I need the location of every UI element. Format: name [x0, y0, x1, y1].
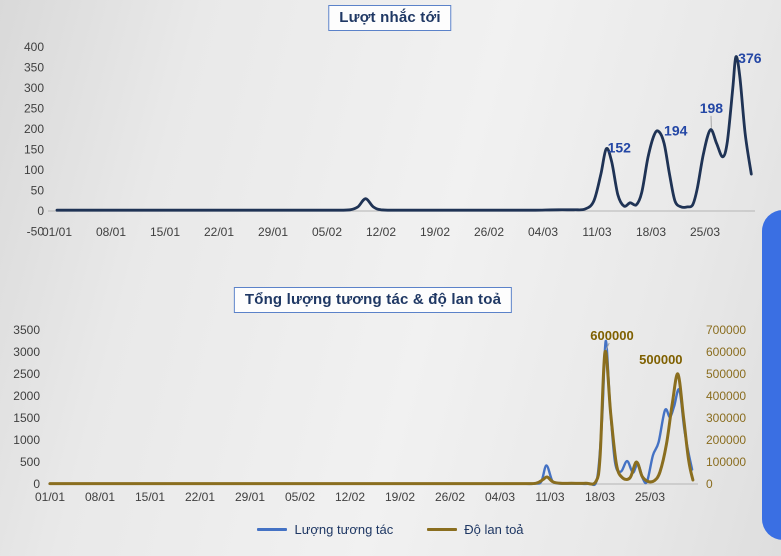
y-axis-tick-label: 1000	[13, 433, 40, 447]
x-axis-tick-label: 05/02	[285, 490, 315, 504]
data-label: 500000	[639, 352, 682, 367]
x-axis-tick-label: 25/03	[690, 225, 720, 239]
x-axis-tick-label: 22/01	[185, 490, 215, 504]
right-y-axis-tick-label: 100000	[706, 455, 746, 469]
x-axis-tick-label: 19/02	[420, 225, 450, 239]
y-axis-tick-label: 50	[31, 184, 45, 198]
right-y-axis-tick-label: 0	[706, 477, 713, 491]
mentions-chart-title-box: Lượt nhắc tới	[328, 5, 452, 31]
data-label: 152	[608, 140, 632, 156]
x-axis-tick-label: 08/01	[85, 490, 115, 504]
data-label: 600000	[590, 328, 633, 343]
x-axis-tick-label: 18/03	[585, 490, 615, 504]
y-axis-tick-label: 500	[20, 455, 40, 469]
data-label: 376	[738, 50, 762, 66]
y-axis-tick-label: 300	[24, 81, 44, 95]
blue-pill-decoration	[762, 210, 781, 540]
y-axis-tick-label: 2500	[13, 367, 40, 381]
right-y-axis-tick-label: 300000	[706, 411, 746, 425]
y-axis-tick-label: 2000	[13, 389, 40, 403]
series-line	[55, 55, 753, 212]
right-y-axis-tick-label: 200000	[706, 433, 746, 447]
right-y-axis-tick-label: 500000	[706, 367, 746, 381]
y-axis-tick-label: 0	[33, 477, 40, 491]
data-label: 198	[700, 100, 724, 116]
legend-swatch-interactions	[257, 528, 288, 531]
x-axis-tick-label: 11/03	[535, 490, 564, 504]
y-axis-tick-label: 350	[24, 61, 44, 75]
legend-swatch-reach	[427, 528, 458, 531]
x-axis-tick-label: 08/01	[96, 225, 126, 239]
right-y-axis-tick-label: 700000	[706, 323, 746, 337]
x-axis-tick-label: 25/03	[635, 490, 665, 504]
legend-item-interactions: Lượng tương tác	[257, 522, 393, 537]
right-y-axis-tick-label: 400000	[706, 389, 746, 403]
x-axis-tick-label: 15/01	[135, 490, 165, 504]
legend-label-interactions: Lượng tương tác	[294, 522, 394, 537]
y-axis-tick-label: -50	[27, 225, 45, 239]
x-axis-tick-label: 19/02	[385, 490, 415, 504]
y-axis-tick-label: 200	[24, 122, 44, 136]
x-axis-tick-label: 12/02	[366, 225, 396, 239]
x-axis-tick-label: 18/03	[636, 225, 666, 239]
x-axis-tick-label: 29/01	[258, 225, 288, 239]
legend-item-reach: Độ lan toả	[427, 522, 524, 537]
x-axis-tick-label: 01/01	[42, 225, 72, 239]
legend-label-reach: Độ lan toả	[464, 522, 524, 537]
y-axis-tick-label: 1500	[13, 411, 40, 425]
y-axis-tick-label: 250	[24, 102, 44, 116]
x-axis-tick-label: 22/01	[204, 225, 234, 239]
x-axis-tick-label: 05/02	[312, 225, 342, 239]
x-axis-tick-label: 26/02	[474, 225, 504, 239]
x-axis-tick-label: 11/03	[582, 225, 611, 239]
y-axis-tick-label: 3500	[13, 323, 40, 337]
y-axis-tick-label: 150	[24, 143, 44, 157]
data-label: 194	[664, 122, 688, 138]
y-axis-tick-label: 100	[24, 163, 44, 177]
y-axis-tick-label: 3000	[13, 345, 40, 359]
right-y-axis-tick-label: 600000	[706, 345, 746, 359]
y-axis-tick-label: 0	[37, 204, 44, 218]
mentions-chart-title: Lượt nhắc tới	[339, 9, 441, 26]
series-line	[48, 350, 695, 486]
x-axis-tick-label: 01/01	[35, 490, 65, 504]
x-axis-tick-label: 29/01	[235, 490, 265, 504]
x-axis-tick-label: 04/03	[485, 490, 515, 504]
data-label-leader-line	[605, 342, 610, 351]
x-axis-tick-label: 26/02	[435, 490, 465, 504]
x-axis-tick-label: 15/01	[150, 225, 180, 239]
x-axis-tick-label: 04/03	[528, 225, 558, 239]
x-axis-tick-label: 12/02	[335, 490, 365, 504]
chart-legend: Lượng tương tác Độ lan toả	[0, 522, 781, 537]
engagement-chart-title: Tổng lượng tương tác & độ lan toả	[244, 291, 502, 308]
series-line	[48, 339, 694, 487]
y-axis-tick-label: 400	[24, 40, 44, 54]
engagement-chart-title-box: Tổng lượng tương tác & độ lan toả	[233, 287, 513, 313]
